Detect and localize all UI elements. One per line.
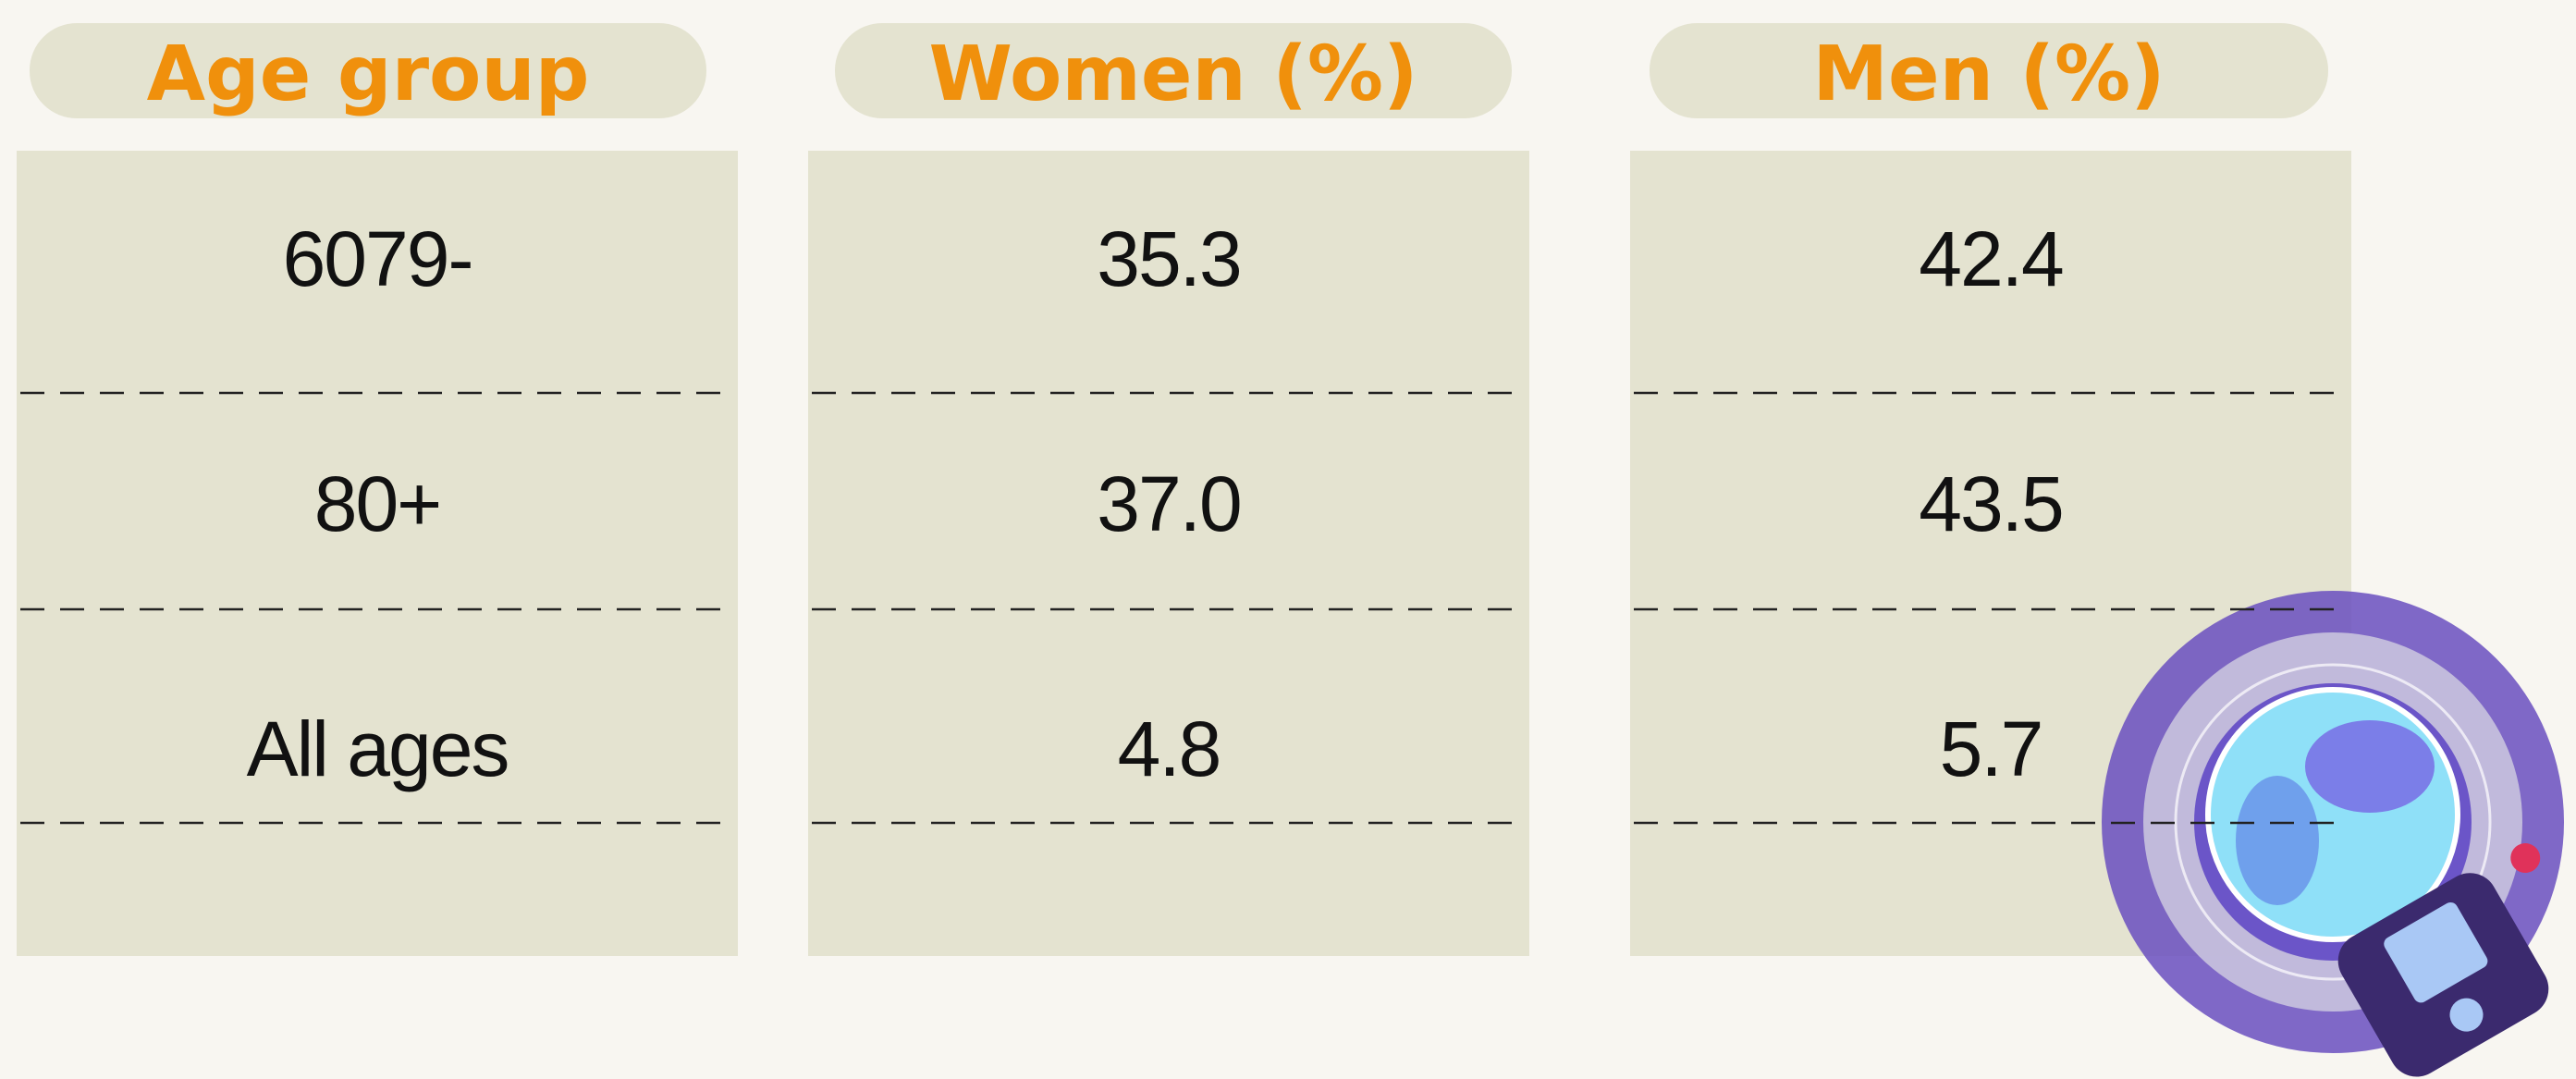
table-cell: 42.4 (1919, 215, 2063, 302)
column-header: Women (%) (929, 31, 1418, 118)
table-cell: 35.3 (1097, 215, 1241, 302)
header-pill (1650, 23, 2328, 118)
table-cell: 80+ (314, 460, 441, 547)
table-cell: 4.8 (1118, 705, 1221, 792)
meter-button (2449, 998, 2484, 1032)
halo (2174, 663, 2492, 981)
column-header: Age group (147, 31, 590, 118)
table-cell: 6079- (283, 215, 472, 302)
table-cell: All ages (247, 705, 509, 792)
meter-screen (2384, 901, 2488, 1003)
continent (2305, 720, 2435, 813)
table-cell: 5.7 (1940, 705, 2042, 792)
table-cell: 43.5 (1919, 460, 2063, 547)
header-pill (30, 23, 706, 118)
header-pill (835, 23, 1512, 118)
table-cell: 37.0 (1097, 460, 1241, 547)
blood-drop (2510, 843, 2541, 874)
continent (2236, 776, 2319, 905)
column-header: Men (%) (1812, 31, 2165, 118)
glucose-meter (2337, 843, 2549, 1077)
